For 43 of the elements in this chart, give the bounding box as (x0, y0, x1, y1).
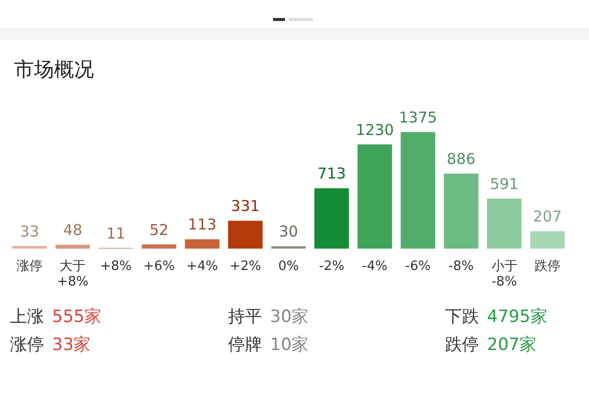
x-tick-label: -2% (318, 258, 344, 274)
text: 停牌 10家 (228, 335, 309, 355)
data-label: 30 (278, 222, 298, 241)
text: 下跌 4795家 (445, 307, 548, 327)
x-tick-label: +8% (100, 258, 132, 274)
data-label: 1375 (398, 108, 438, 127)
data-label: 48 (63, 221, 82, 240)
bar (400, 132, 436, 249)
x-tick-label: 大于 +8% (56, 258, 88, 290)
x-tick-label: +4% (186, 258, 218, 274)
text: 持平 30家 (228, 307, 309, 327)
bar (487, 198, 522, 249)
data-label: 52 (149, 220, 169, 239)
data-label: 886 (446, 150, 476, 168)
bar (314, 188, 349, 249)
data-label: 1230 (356, 120, 394, 139)
data-label: 113 (188, 216, 217, 234)
x-tick-label: 小于 -8% (491, 258, 518, 290)
x-tick-label: 跌停 (534, 258, 560, 274)
bar (358, 144, 392, 249)
data-label: 331 (231, 197, 260, 216)
data-label: 713 (317, 164, 346, 183)
chart-title: 市场概况 (14, 56, 94, 83)
bar (530, 231, 565, 249)
data-label: 591 (490, 175, 519, 194)
text: 上涨 555家 (10, 307, 102, 327)
text: 跌停 207家 (445, 335, 536, 355)
x-tick-label: -4% (362, 258, 388, 274)
x-tick-label: -8% (448, 258, 474, 274)
data-label: 33 (20, 222, 40, 240)
data-label: 207 (533, 208, 562, 226)
bar (55, 244, 90, 249)
bar (444, 174, 478, 249)
data-label: 11 (106, 224, 126, 242)
x-tick-label: -6% (405, 258, 431, 274)
bar (142, 244, 176, 249)
x-tick-label: +2% (230, 258, 262, 274)
bar (228, 220, 263, 249)
text: 涨停 33家 (10, 335, 91, 355)
x-tick-label: +6% (143, 258, 175, 274)
bar (184, 239, 220, 249)
x-tick-label: 0% (278, 258, 299, 274)
x-tick-label: 涨停 (16, 258, 43, 274)
